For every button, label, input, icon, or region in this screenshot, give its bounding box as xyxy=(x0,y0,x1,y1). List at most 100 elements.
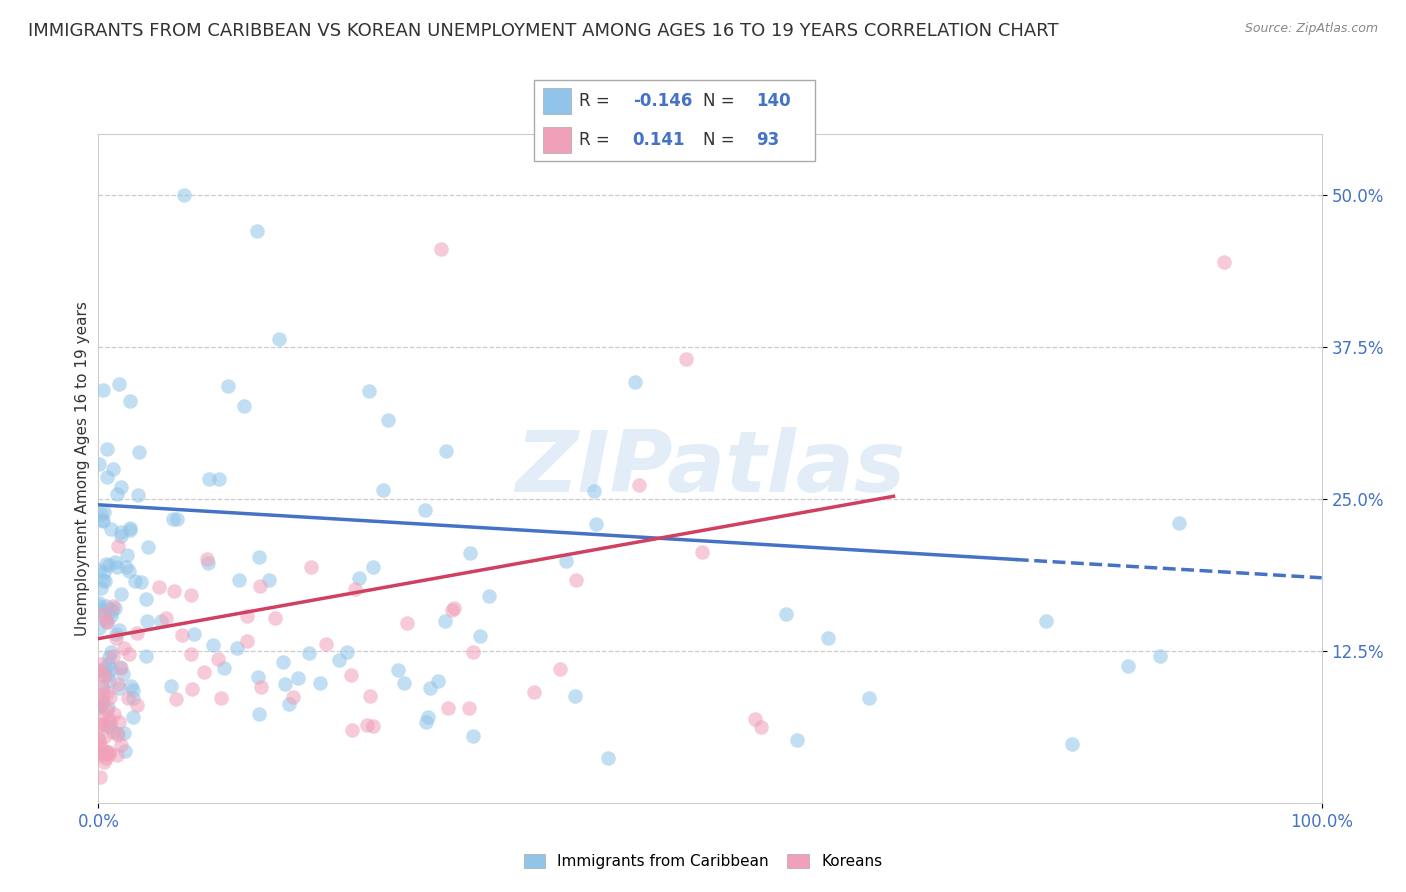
Point xyxy=(356,718,378,732)
Point xyxy=(623,376,645,390)
Point xyxy=(441,603,464,617)
Point xyxy=(108,660,131,674)
Point xyxy=(107,715,129,730)
Point xyxy=(97,745,120,759)
Text: 93: 93 xyxy=(756,131,780,149)
Point xyxy=(135,592,157,607)
Point xyxy=(93,505,115,519)
Point xyxy=(115,560,138,574)
Point xyxy=(110,524,132,539)
Point xyxy=(246,224,269,238)
Point xyxy=(522,685,544,699)
Point xyxy=(463,645,485,659)
Point xyxy=(415,714,437,729)
Point xyxy=(112,640,135,655)
Point xyxy=(89,457,111,471)
Point xyxy=(1118,659,1140,673)
Point xyxy=(117,647,139,661)
Point xyxy=(90,739,112,753)
Point xyxy=(430,243,453,257)
Point xyxy=(236,633,259,648)
Point xyxy=(209,691,232,706)
Point xyxy=(108,376,131,391)
Point xyxy=(136,541,159,555)
Point xyxy=(468,629,491,643)
Point xyxy=(347,571,370,585)
Point xyxy=(90,513,112,527)
Point xyxy=(104,600,127,615)
Point xyxy=(112,667,135,681)
Point xyxy=(118,564,141,578)
FancyBboxPatch shape xyxy=(543,127,571,153)
Point xyxy=(90,657,112,671)
Point xyxy=(118,521,141,535)
Point xyxy=(394,676,416,690)
Point xyxy=(108,623,131,637)
Point xyxy=(96,700,118,714)
Point xyxy=(100,608,122,623)
Point xyxy=(98,719,121,733)
FancyBboxPatch shape xyxy=(534,80,815,161)
Point xyxy=(90,668,112,682)
Point xyxy=(744,712,766,726)
Point xyxy=(148,581,170,595)
Point xyxy=(458,701,481,715)
Point xyxy=(478,589,501,603)
Point xyxy=(180,647,202,661)
Point xyxy=(96,615,118,630)
Point xyxy=(233,399,256,413)
Point xyxy=(90,694,112,708)
Point xyxy=(550,662,572,676)
Point xyxy=(97,720,120,734)
Point xyxy=(150,614,173,628)
Point xyxy=(91,687,114,701)
Point xyxy=(180,588,202,602)
Point xyxy=(90,693,112,707)
Text: N =: N = xyxy=(703,131,734,149)
Point xyxy=(93,566,115,580)
Point xyxy=(287,671,309,685)
Point xyxy=(118,524,141,538)
Point xyxy=(198,471,221,485)
Point xyxy=(110,661,132,675)
Point xyxy=(117,690,139,705)
Point xyxy=(181,682,204,697)
Point xyxy=(277,697,299,711)
Point xyxy=(263,611,285,625)
Point xyxy=(96,613,118,627)
Point xyxy=(274,677,297,691)
Point xyxy=(107,539,129,553)
Point xyxy=(87,731,110,745)
Point xyxy=(340,667,363,681)
Point xyxy=(122,710,145,724)
Point xyxy=(207,652,229,666)
Point xyxy=(91,573,114,587)
Point xyxy=(309,676,332,690)
Point xyxy=(107,677,129,691)
Point xyxy=(104,627,127,641)
Point xyxy=(89,599,111,613)
Point xyxy=(336,645,359,659)
Point xyxy=(101,462,124,476)
Point xyxy=(94,599,117,613)
Point xyxy=(817,632,839,646)
Point xyxy=(94,661,117,675)
Text: N =: N = xyxy=(703,92,734,110)
Point xyxy=(155,610,177,624)
Point xyxy=(443,600,465,615)
Point xyxy=(396,615,419,630)
Point xyxy=(98,558,121,573)
Point xyxy=(247,550,270,565)
Point xyxy=(104,555,127,569)
Point xyxy=(89,581,111,595)
Point xyxy=(100,522,122,536)
Point xyxy=(89,563,111,577)
Point xyxy=(373,483,395,497)
Point xyxy=(415,503,437,517)
Point xyxy=(93,755,115,769)
Point xyxy=(1212,254,1234,268)
Point xyxy=(127,487,149,501)
Point xyxy=(87,596,110,610)
Point xyxy=(87,744,110,758)
Point xyxy=(97,657,120,671)
